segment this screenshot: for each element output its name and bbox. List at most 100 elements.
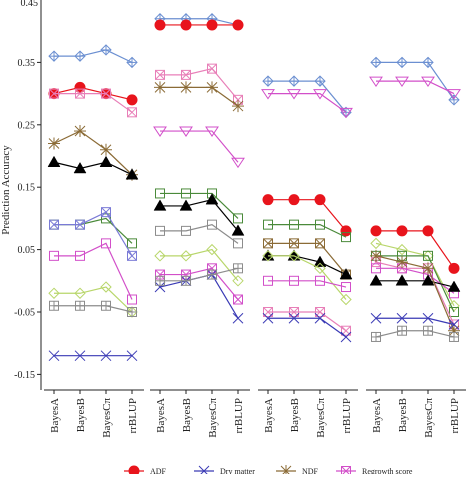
data-point [262,312,274,324]
data-point [155,269,165,280]
series-line [261,89,353,119]
data-point [314,194,326,206]
data-point [125,168,139,180]
x-tick-label: BayesA [49,398,61,433]
data-point [155,69,165,80]
y-tick-label: 0.05 [18,245,36,256]
data-point [340,331,352,343]
data-point [422,312,434,324]
data-point [421,274,435,286]
data-point [315,275,325,286]
data-point [206,81,218,94]
data-point [288,75,300,87]
data-point [396,243,408,256]
data-point [74,81,86,93]
data-point [75,250,85,261]
data-point [47,155,61,167]
series-line [154,19,244,31]
data-point [262,250,274,262]
series-path [268,255,347,276]
series-line [261,249,353,280]
series-path [268,317,347,338]
data-point [370,225,382,237]
data-point [153,199,167,211]
data-point [448,262,460,274]
y-axis-label: Prediction Accuracy [0,145,12,235]
data-point [288,312,300,324]
data-point [289,275,299,286]
data-point [179,199,193,211]
data-point [48,350,60,362]
series-path [54,49,133,63]
data-point [48,50,60,62]
series-path [376,280,455,288]
data-point [397,325,407,336]
data-point [261,89,275,100]
x-tick-label: BayesB [289,398,301,432]
data-point [315,219,325,230]
series-line [369,76,461,100]
data-point [395,76,409,88]
series-line [47,155,139,180]
data-point [180,250,192,262]
data-point [155,188,165,199]
data-point [74,350,86,362]
data-point [371,263,381,274]
data-point [314,312,326,324]
data-point [128,465,140,477]
series-path [376,317,455,326]
legend-entry: Regrowth score [336,466,413,476]
series-line [370,225,460,274]
series-line [49,300,137,317]
panel-3: BayesA BayesB BayesCπ rrBLUP [258,75,358,438]
series-line [263,219,351,243]
data-point [207,219,217,230]
x-tick-label: BayesCπ [423,398,435,438]
series-line [48,125,138,181]
legend-label: Regrowth score [362,467,413,474]
data-point [127,250,137,261]
data-point [449,331,459,342]
data-point [423,325,433,336]
y-tick-label: 0.25 [18,120,36,131]
data-point [369,76,383,88]
series-line [49,207,137,261]
data-point [101,238,111,249]
data-point [100,143,112,156]
data-point [395,274,409,286]
data-point [263,275,273,286]
series-path [160,192,239,219]
data-point [313,89,327,100]
data-point [99,155,113,167]
data-point [101,88,111,99]
data-point [207,269,217,280]
data-point [126,56,138,69]
data-point [75,300,85,311]
data-point [231,224,245,236]
y-tick-label: -0.15 [14,370,35,381]
panel-2: BayesA BayesB BayesCπ rrBLUP [150,13,250,438]
data-point [262,194,274,206]
data-point [314,75,326,87]
data-point [49,300,59,311]
series-path [268,80,347,113]
series-line [154,243,244,287]
x-tick-label: rrBLUP [127,398,139,433]
legend-entry: ADF [124,465,167,477]
data-point [449,307,459,317]
series-line [263,275,351,293]
series-path [268,199,347,232]
data-point [313,255,327,267]
data-point [371,331,381,342]
data-point [181,275,191,286]
data-point [48,137,60,150]
series-line [48,44,138,69]
data-point [155,225,165,236]
data-point [233,238,243,249]
data-point [126,94,138,106]
data-point [207,63,217,74]
data-point [421,76,435,88]
data-point [100,350,112,362]
data-point [263,238,273,249]
